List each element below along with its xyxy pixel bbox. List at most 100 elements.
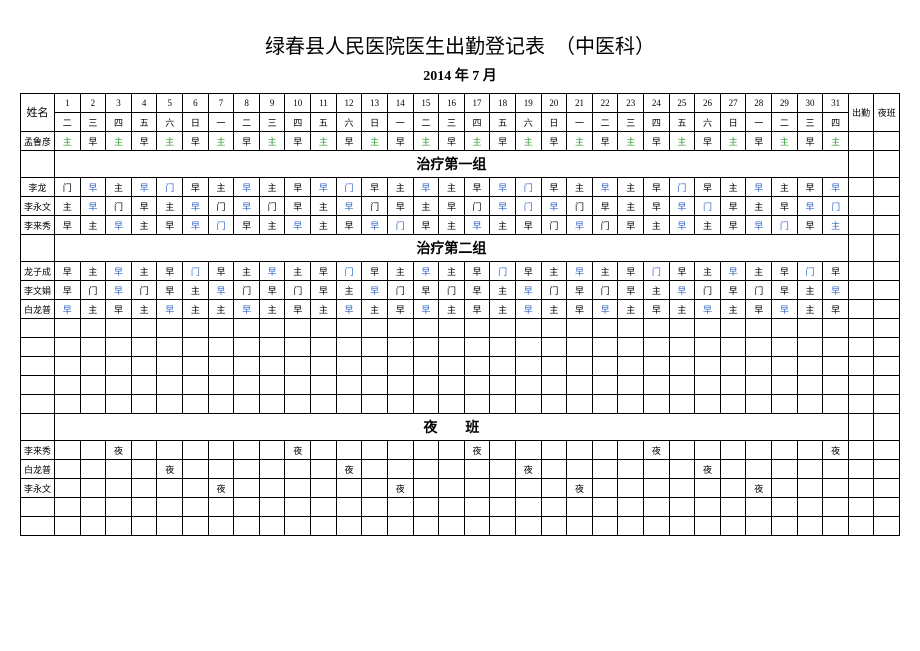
shift-cell: 主 xyxy=(259,178,285,197)
shift-cell: 主 xyxy=(362,300,388,319)
shift-cell: 主 xyxy=(234,262,260,281)
shift-cell: 主 xyxy=(336,281,362,300)
shift-cell: 早 xyxy=(797,216,823,235)
shift-cell: 主 xyxy=(439,262,465,281)
shift-cell xyxy=(669,441,695,460)
person-name: 李永文 xyxy=(21,197,55,216)
day-number: 8 xyxy=(234,94,260,113)
weekday: 二 xyxy=(234,113,260,132)
shift-cell: 早 xyxy=(413,216,439,235)
shift-cell: 早 xyxy=(644,132,670,151)
shift-cell: 早 xyxy=(311,281,337,300)
day-number: 25 xyxy=(669,94,695,113)
shift-cell: 主 xyxy=(797,281,823,300)
shift-cell: 早 xyxy=(387,197,413,216)
shift-cell: 早 xyxy=(797,197,823,216)
shift-cell: 门 xyxy=(823,197,849,216)
shift-cell: 早 xyxy=(669,216,695,235)
shift-cell: 早 xyxy=(567,216,593,235)
shift-cell: 早 xyxy=(464,178,490,197)
weekday: 四 xyxy=(644,113,670,132)
shift-cell xyxy=(234,460,260,479)
person-name: 龙子成 xyxy=(21,262,55,281)
shift-cell: 早 xyxy=(80,178,106,197)
shift-cell: 主 xyxy=(183,300,209,319)
shift-cell: 主 xyxy=(439,216,465,235)
shift-cell: 早 xyxy=(592,197,618,216)
shift-cell: 早 xyxy=(772,197,798,216)
weekday: 六 xyxy=(336,113,362,132)
shift-cell: 主 xyxy=(259,216,285,235)
shift-cell xyxy=(720,460,746,479)
shift-cell: 早 xyxy=(413,178,439,197)
shift-cell: 早 xyxy=(695,300,721,319)
shift-cell: 门 xyxy=(55,178,81,197)
shift-cell xyxy=(336,441,362,460)
shift-cell: 主 xyxy=(131,262,157,281)
page-subtitle: 2014 年 7 月 xyxy=(20,65,900,85)
shift-cell xyxy=(55,479,81,498)
shift-cell: 门 xyxy=(336,178,362,197)
shift-cell: 早 xyxy=(183,216,209,235)
shift-cell: 主 xyxy=(413,132,439,151)
shift-cell: 早 xyxy=(464,216,490,235)
shift-cell: 主 xyxy=(183,281,209,300)
shift-cell: 早 xyxy=(797,132,823,151)
shift-cell: 早 xyxy=(55,216,81,235)
shift-cell: 早 xyxy=(644,197,670,216)
weekday: 日 xyxy=(541,113,567,132)
day-number: 26 xyxy=(695,94,721,113)
shift-cell: 门 xyxy=(285,281,311,300)
shift-cell: 早 xyxy=(106,262,132,281)
shift-cell xyxy=(618,441,644,460)
shift-cell: 主 xyxy=(439,300,465,319)
weekday: 六 xyxy=(157,113,183,132)
person-name: 李龙 xyxy=(21,178,55,197)
section-header: 治疗第二组 xyxy=(55,235,849,262)
weekday: 四 xyxy=(823,113,849,132)
shift-cell xyxy=(490,460,516,479)
person-name: 李文娟 xyxy=(21,281,55,300)
shift-cell: 早 xyxy=(746,216,772,235)
shift-cell xyxy=(592,441,618,460)
shift-cell: 主 xyxy=(157,132,183,151)
shift-cell: 主 xyxy=(541,262,567,281)
shift-cell: 门 xyxy=(387,281,413,300)
shift-cell: 早 xyxy=(55,300,81,319)
shift-cell: 早 xyxy=(464,281,490,300)
shift-cell xyxy=(720,441,746,460)
shift-cell: 早 xyxy=(823,178,849,197)
shift-cell xyxy=(541,479,567,498)
person-name: 李来秀 xyxy=(21,216,55,235)
shift-cell: 早 xyxy=(157,262,183,281)
shift-cell xyxy=(772,460,798,479)
shift-cell: 早 xyxy=(285,178,311,197)
shift-cell: 主 xyxy=(259,300,285,319)
shift-cell xyxy=(797,460,823,479)
shift-cell: 主 xyxy=(208,178,234,197)
shift-cell: 早 xyxy=(131,178,157,197)
shift-cell: 早 xyxy=(362,281,388,300)
shift-cell: 主 xyxy=(208,300,234,319)
shift-cell xyxy=(106,460,132,479)
shift-cell xyxy=(797,479,823,498)
day-number: 9 xyxy=(259,94,285,113)
weekday: 一 xyxy=(208,113,234,132)
shift-cell: 主 xyxy=(311,216,337,235)
shift-cell: 主 xyxy=(131,300,157,319)
day-number: 6 xyxy=(183,94,209,113)
person-name: 白龙普 xyxy=(21,300,55,319)
shift-cell xyxy=(695,479,721,498)
shift-cell xyxy=(183,460,209,479)
shift-cell: 早 xyxy=(823,281,849,300)
shift-cell: 门 xyxy=(695,281,721,300)
shift-cell xyxy=(669,479,695,498)
shift-cell: 早 xyxy=(644,300,670,319)
shift-cell: 早 xyxy=(336,197,362,216)
shift-cell: 夜 xyxy=(567,479,593,498)
shift-cell xyxy=(259,460,285,479)
shift-cell: 夜 xyxy=(746,479,772,498)
shift-cell: 门 xyxy=(592,216,618,235)
day-number: 11 xyxy=(311,94,337,113)
shift-cell xyxy=(387,441,413,460)
